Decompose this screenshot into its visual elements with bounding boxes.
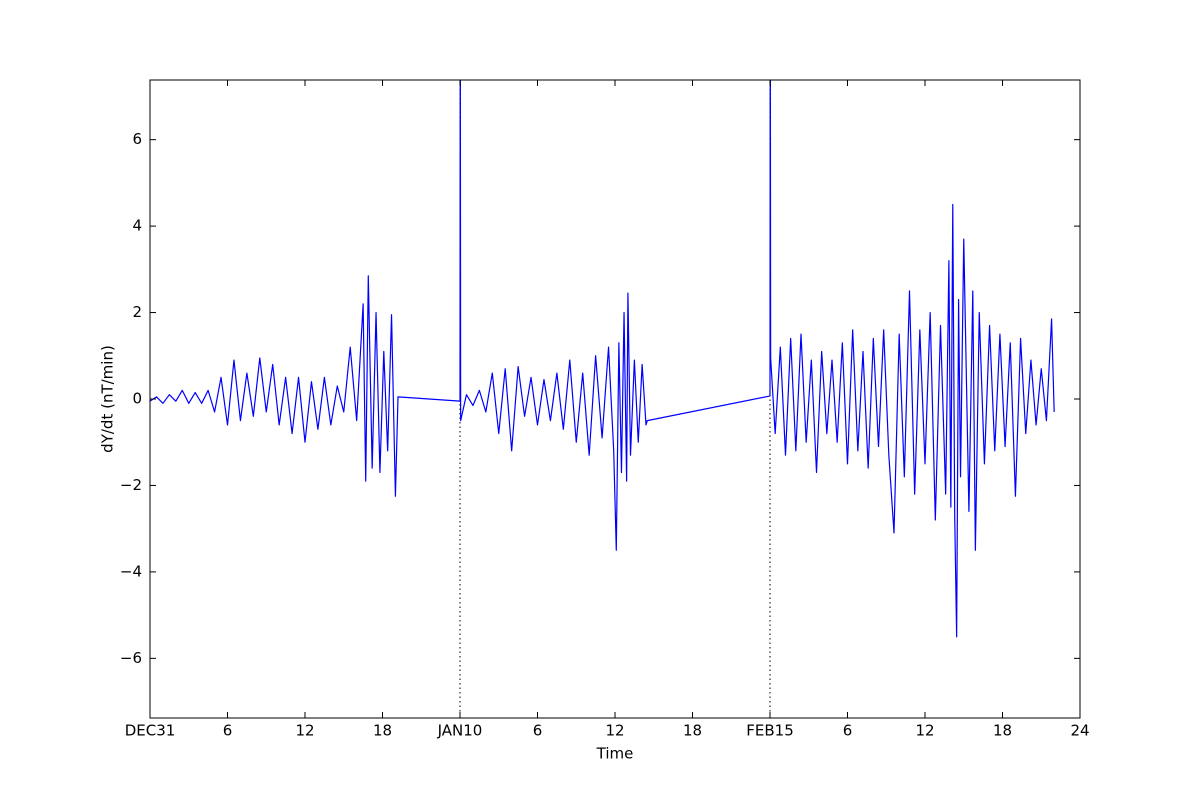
data-line xyxy=(150,80,1055,638)
y-tick-label: −6 xyxy=(120,649,142,667)
x-tick-label: 18 xyxy=(683,722,702,740)
y-axis-label: dY/dt (nT/min) xyxy=(99,345,117,453)
y-tick-label: 0 xyxy=(132,390,142,408)
x-tick-label: 12 xyxy=(605,722,624,740)
y-tick-label: 6 xyxy=(132,130,142,148)
x-tick-label: 6 xyxy=(843,722,853,740)
x-tick-label: FEB15 xyxy=(746,722,793,740)
x-tick-label: JAN10 xyxy=(437,722,483,740)
x-tick-label: 6 xyxy=(223,722,233,740)
y-tick-label: −2 xyxy=(120,476,142,494)
x-tick-label: 12 xyxy=(295,722,314,740)
x-tick-label: 18 xyxy=(993,722,1012,740)
plot-area xyxy=(150,80,1055,718)
x-tick-label: DEC31 xyxy=(125,722,176,740)
x-tick-label: 12 xyxy=(915,722,934,740)
y-tick-label: 4 xyxy=(132,217,142,235)
x-axis-label: Time xyxy=(596,745,634,763)
x-tick-label: 6 xyxy=(533,722,543,740)
x-tick-label: 18 xyxy=(373,722,392,740)
x-tick-label: 24 xyxy=(1070,722,1089,740)
y-tick-label: 2 xyxy=(132,303,142,321)
y-tick-label: −4 xyxy=(120,562,142,580)
